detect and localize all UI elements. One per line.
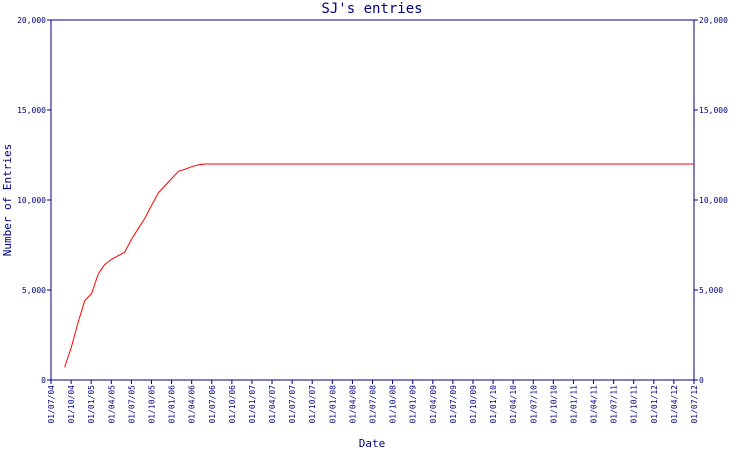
x-tick-label: 01/04/06 xyxy=(188,385,197,424)
plot-area xyxy=(50,19,695,381)
x-tick-label: 01/07/10 xyxy=(529,385,538,424)
x-tick-label: 01/10/08 xyxy=(389,385,398,424)
x-axis-label: Date xyxy=(359,437,386,450)
x-tick-label: 01/07/09 xyxy=(449,385,458,424)
y-tick-label: 0 xyxy=(41,376,46,385)
x-tick-label: 01/01/07 xyxy=(248,385,257,424)
chart-title: SJ's entries xyxy=(321,1,422,17)
x-tick-label: 01/01/05 xyxy=(87,385,96,424)
x-tick-label: 01/01/11 xyxy=(569,385,578,424)
x-tick-label: 01/10/11 xyxy=(630,385,639,424)
y-tick-label: 20,000 xyxy=(699,16,728,25)
x-tick-label: 01/10/07 xyxy=(308,385,317,424)
x-tick-label: 01/10/09 xyxy=(469,385,478,424)
y-tick-label: 20,000 xyxy=(17,16,46,25)
x-tick-label: 01/07/04 xyxy=(47,385,56,424)
x-tick-label: 01/07/05 xyxy=(127,385,136,424)
x-tick-label: 01/01/08 xyxy=(328,385,337,424)
x-tick-label: 01/01/06 xyxy=(168,385,177,424)
y-tick-label: 0 xyxy=(699,376,704,385)
x-tick-label: 01/04/05 xyxy=(107,385,116,424)
x-tick-label: 01/10/10 xyxy=(549,385,558,424)
x-tick-label: 01/10/04 xyxy=(67,385,76,424)
y-tick-label: 15,000 xyxy=(699,106,728,115)
x-tick-label: 01/04/11 xyxy=(590,385,599,424)
x-tick-label: 01/10/06 xyxy=(228,385,237,424)
x-tick-label: 01/04/12 xyxy=(670,385,679,424)
y-tick-label: 10,000 xyxy=(699,196,728,205)
y-tick-label: 5,000 xyxy=(22,286,46,295)
x-tick-label: 01/10/05 xyxy=(147,385,156,424)
x-tick-label: 01/07/12 xyxy=(690,385,699,424)
y-tick-label: 10,000 xyxy=(17,196,46,205)
series-line xyxy=(64,163,694,368)
x-tick-label: 01/01/09 xyxy=(409,385,418,424)
y-tick-label: 5,000 xyxy=(699,286,723,295)
x-tick-label: 01/04/09 xyxy=(429,385,438,424)
x-tick-label: 01/07/08 xyxy=(369,385,378,424)
x-tick-label: 01/04/10 xyxy=(509,385,518,424)
x-tick-label: 01/01/12 xyxy=(650,385,659,424)
x-tick-label: 01/04/07 xyxy=(268,385,277,424)
y-tick-label: 15,000 xyxy=(17,106,46,115)
y-axis-label: Number of Entries xyxy=(1,144,14,257)
x-tick-label: 01/07/07 xyxy=(288,385,297,424)
x-tick-label: 01/04/08 xyxy=(348,385,357,424)
x-tick-label: 01/07/11 xyxy=(610,385,619,424)
x-tick-label: 01/07/06 xyxy=(208,385,217,424)
x-tick-label: 01/01/10 xyxy=(489,385,498,424)
